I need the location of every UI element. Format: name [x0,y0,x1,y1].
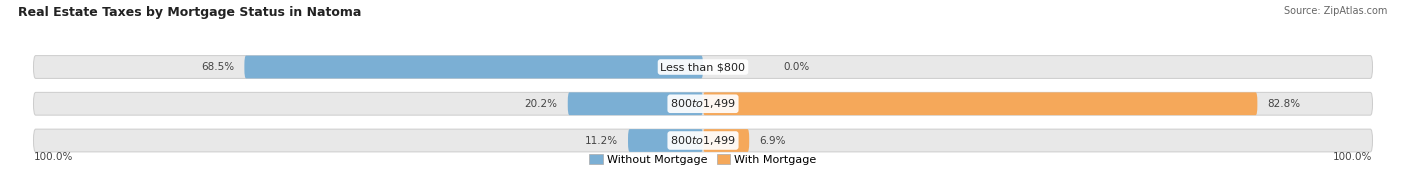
Text: 11.2%: 11.2% [585,135,619,145]
FancyBboxPatch shape [568,92,703,115]
Text: 82.8%: 82.8% [1267,99,1301,109]
Text: 0.0%: 0.0% [783,62,810,72]
Text: Real Estate Taxes by Mortgage Status in Natoma: Real Estate Taxes by Mortgage Status in … [18,6,361,19]
Text: 68.5%: 68.5% [201,62,235,72]
FancyBboxPatch shape [703,92,1257,115]
Text: 20.2%: 20.2% [524,99,558,109]
Text: $800 to $1,499: $800 to $1,499 [671,134,735,147]
FancyBboxPatch shape [34,56,1372,78]
FancyBboxPatch shape [34,129,1372,152]
Legend: Without Mortgage, With Mortgage: Without Mortgage, With Mortgage [585,150,821,169]
FancyBboxPatch shape [34,92,1372,115]
Text: 100.0%: 100.0% [34,152,73,162]
Text: 6.9%: 6.9% [759,135,786,145]
Text: $800 to $1,499: $800 to $1,499 [671,97,735,110]
Text: Less than $800: Less than $800 [661,62,745,72]
Text: Source: ZipAtlas.com: Source: ZipAtlas.com [1284,6,1388,16]
FancyBboxPatch shape [703,129,749,152]
FancyBboxPatch shape [245,56,703,78]
Text: 100.0%: 100.0% [1333,152,1372,162]
FancyBboxPatch shape [628,129,703,152]
